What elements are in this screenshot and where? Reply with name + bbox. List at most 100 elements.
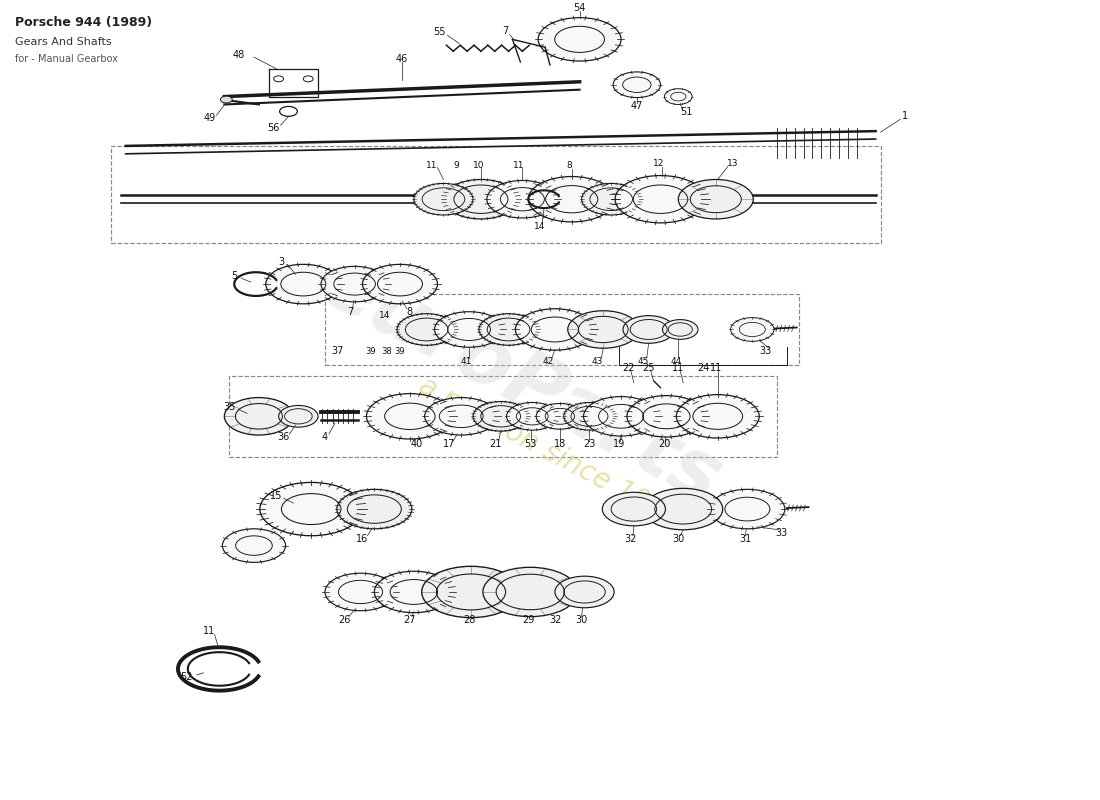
Ellipse shape	[507, 402, 558, 430]
Text: 41: 41	[461, 357, 472, 366]
Text: 14: 14	[378, 311, 389, 320]
Text: 9: 9	[453, 161, 459, 170]
Text: 53: 53	[524, 439, 537, 449]
Text: 3: 3	[278, 258, 285, 267]
Text: for - Manual Gearbox: for - Manual Gearbox	[15, 54, 118, 64]
Ellipse shape	[615, 175, 706, 223]
Ellipse shape	[730, 318, 774, 342]
Ellipse shape	[434, 312, 504, 347]
Ellipse shape	[538, 18, 621, 61]
Text: 33: 33	[776, 528, 788, 538]
Text: 56: 56	[267, 123, 279, 133]
Ellipse shape	[266, 264, 341, 304]
Text: 37: 37	[331, 346, 344, 356]
Text: 18: 18	[553, 439, 566, 449]
Text: 32: 32	[625, 534, 637, 544]
Ellipse shape	[516, 309, 594, 350]
Text: 38: 38	[381, 346, 392, 356]
Text: 1: 1	[902, 111, 909, 122]
Text: 42: 42	[542, 357, 553, 366]
Text: 47: 47	[630, 102, 644, 111]
Text: 23: 23	[583, 439, 596, 449]
Ellipse shape	[366, 394, 453, 439]
Text: 12: 12	[653, 159, 664, 168]
Text: 25: 25	[642, 363, 654, 373]
Ellipse shape	[676, 394, 759, 438]
Text: a passion since 1985: a passion since 1985	[415, 371, 685, 533]
Text: 11: 11	[672, 363, 684, 373]
Ellipse shape	[528, 177, 615, 222]
Text: 10: 10	[473, 161, 485, 170]
Ellipse shape	[443, 179, 518, 219]
Ellipse shape	[321, 266, 388, 302]
Ellipse shape	[536, 403, 584, 429]
Text: 7: 7	[503, 26, 508, 37]
Ellipse shape	[623, 316, 674, 343]
Text: 43: 43	[592, 357, 603, 366]
Text: 36: 36	[277, 432, 289, 442]
Ellipse shape	[224, 398, 294, 435]
Text: 30: 30	[575, 614, 587, 625]
Ellipse shape	[662, 320, 698, 339]
Text: 30: 30	[672, 534, 684, 544]
Text: 17: 17	[443, 439, 455, 449]
Text: 13: 13	[727, 159, 738, 168]
Text: 54: 54	[573, 2, 586, 13]
Text: 8: 8	[566, 161, 573, 170]
Text: 49: 49	[204, 114, 216, 123]
Ellipse shape	[337, 490, 411, 529]
Ellipse shape	[324, 574, 396, 610]
Text: 7: 7	[348, 306, 354, 317]
Text: 24: 24	[696, 363, 710, 373]
Text: 39: 39	[365, 346, 376, 356]
Text: 26: 26	[339, 614, 351, 625]
Text: 40: 40	[410, 439, 422, 449]
Text: 5: 5	[231, 271, 238, 281]
Text: 28: 28	[463, 614, 475, 625]
Text: 14: 14	[535, 222, 546, 231]
Text: 52: 52	[180, 672, 194, 682]
Ellipse shape	[414, 183, 473, 215]
Text: 55: 55	[433, 27, 446, 38]
Text: 46: 46	[396, 54, 408, 64]
Ellipse shape	[222, 529, 286, 562]
Text: 11: 11	[204, 626, 216, 637]
Text: 44: 44	[671, 357, 682, 366]
Text: 22: 22	[623, 363, 635, 373]
Ellipse shape	[627, 395, 706, 437]
Ellipse shape	[363, 264, 438, 304]
Text: 39: 39	[395, 346, 405, 356]
Ellipse shape	[483, 567, 578, 617]
Text: 11: 11	[710, 363, 722, 373]
Text: 4: 4	[322, 432, 328, 442]
Ellipse shape	[564, 402, 615, 430]
Text: 19: 19	[613, 439, 625, 449]
Text: 21: 21	[490, 439, 502, 449]
Text: 11: 11	[426, 161, 438, 170]
Text: 51: 51	[680, 107, 692, 118]
Ellipse shape	[478, 314, 538, 346]
Ellipse shape	[603, 492, 666, 526]
Ellipse shape	[584, 397, 659, 436]
Ellipse shape	[220, 96, 232, 103]
Ellipse shape	[554, 576, 614, 608]
Ellipse shape	[679, 179, 754, 219]
Text: 33: 33	[759, 346, 771, 356]
Text: 29: 29	[522, 614, 535, 625]
Ellipse shape	[710, 490, 785, 529]
Text: 31: 31	[739, 534, 751, 544]
Ellipse shape	[374, 571, 453, 613]
Text: Porsche 944 (1989): Porsche 944 (1989)	[15, 16, 152, 29]
Text: 15: 15	[270, 491, 282, 502]
Text: 32: 32	[550, 614, 562, 625]
Ellipse shape	[397, 314, 456, 346]
Ellipse shape	[613, 72, 660, 98]
Ellipse shape	[473, 402, 528, 431]
Ellipse shape	[421, 566, 520, 618]
Ellipse shape	[487, 181, 558, 218]
Text: 45: 45	[637, 357, 648, 366]
Ellipse shape	[260, 482, 363, 536]
Text: 16: 16	[356, 534, 369, 544]
Ellipse shape	[425, 398, 497, 435]
Text: 11: 11	[513, 161, 525, 170]
